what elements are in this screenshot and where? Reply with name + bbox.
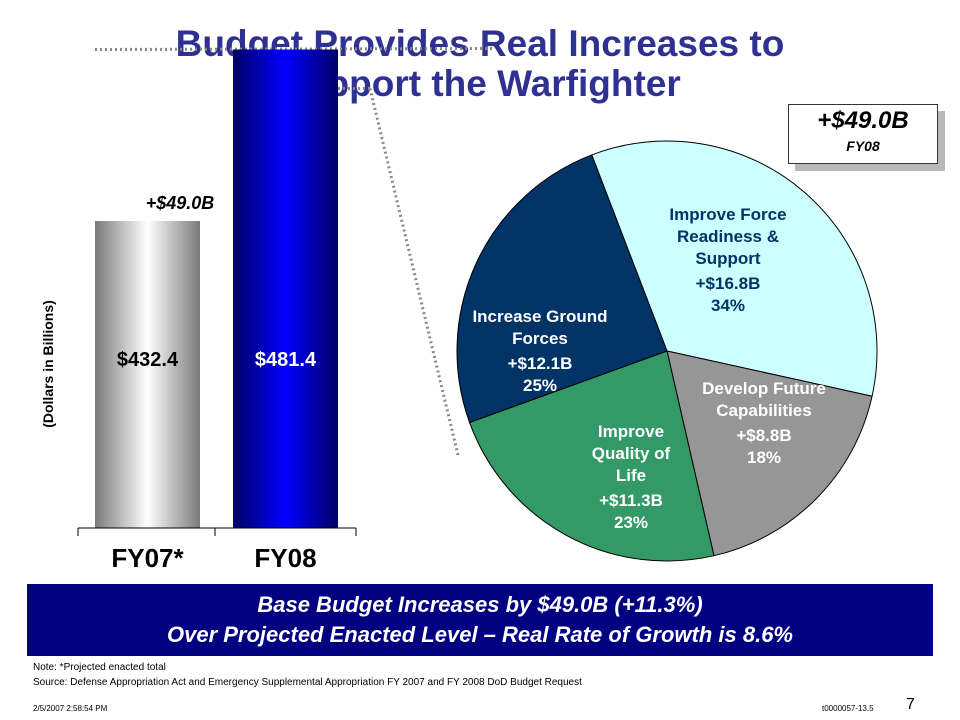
pie-label-text: Support [695,249,760,268]
pie-label-text: 25% [523,376,557,395]
bar-value-label: $432.4 [117,349,179,371]
bar-fy07 [95,221,200,528]
banner-line-1: Base Budget Increases by $49.0B (+11.3%) [257,592,703,617]
pie-slice-develop-future [666,350,873,557]
pie-label-text: 18% [747,448,781,467]
bar-category-label: FY07* [111,543,184,573]
title-line-2: Support the Warfighter [279,63,681,104]
source-note: Source: Defense Appropriation Act and Em… [33,677,582,688]
guide-line-diagonal [368,88,460,456]
pie-label-text: Develop Future [702,379,826,398]
callout-label: FY08 [846,138,880,154]
bar-increase-annotation: +$49.0B [146,193,215,213]
pie-label-text: Forces [512,329,568,348]
pie-label-text: 23% [614,513,648,532]
bar-value-label: $481.4 [255,349,317,371]
footnote: Note: *Projected enacted total [33,662,166,673]
pie-label-text: +$8.8B [736,426,791,445]
pie-label-text: +$12.1B [508,354,573,373]
pie-label-text: Improve [598,422,664,441]
banner-line-2: Over Projected Enacted Level – Real Rate… [166,622,793,647]
bar-fy08 [233,49,338,528]
callout-value: +$49.0B [817,107,909,134]
pie-slice-improve [468,350,715,562]
total-callout-box: +$49.0B FY08 [788,104,938,164]
timestamp: 2/5/2007 2:58:54 PM [33,704,108,713]
bar-category-label: FY08 [254,543,316,573]
pie-label-text: +$16.8B [696,274,761,293]
guide-line-top [94,47,494,51]
pie-label-text: Life [616,466,646,485]
summary-banner: Base Budget Increases by $49.0B (+11.3%)… [27,584,933,656]
pie-label-text: Capabilities [716,401,811,420]
pie-label-text: +$11.3B [599,491,663,510]
page-number: 7 [906,696,915,713]
document-id: t0000057-13.5 [822,704,874,713]
pie-label-text: Readiness & [677,227,779,246]
pie-label-text: Quality of [592,444,671,463]
pie-label-text: Increase Ground [472,307,607,326]
pie-slice-improve-force [591,140,878,397]
pie-label-text: 34% [711,296,745,315]
pie-chart: Improve Force Readiness & Support +$16.8B 34… [456,140,878,562]
pie-label-text: Improve Force [669,205,786,224]
pie-slice-increase-ground [456,154,668,424]
bar-chart: $432.4 FY07* $481.4 FY08 +$49.0B [77,47,494,573]
